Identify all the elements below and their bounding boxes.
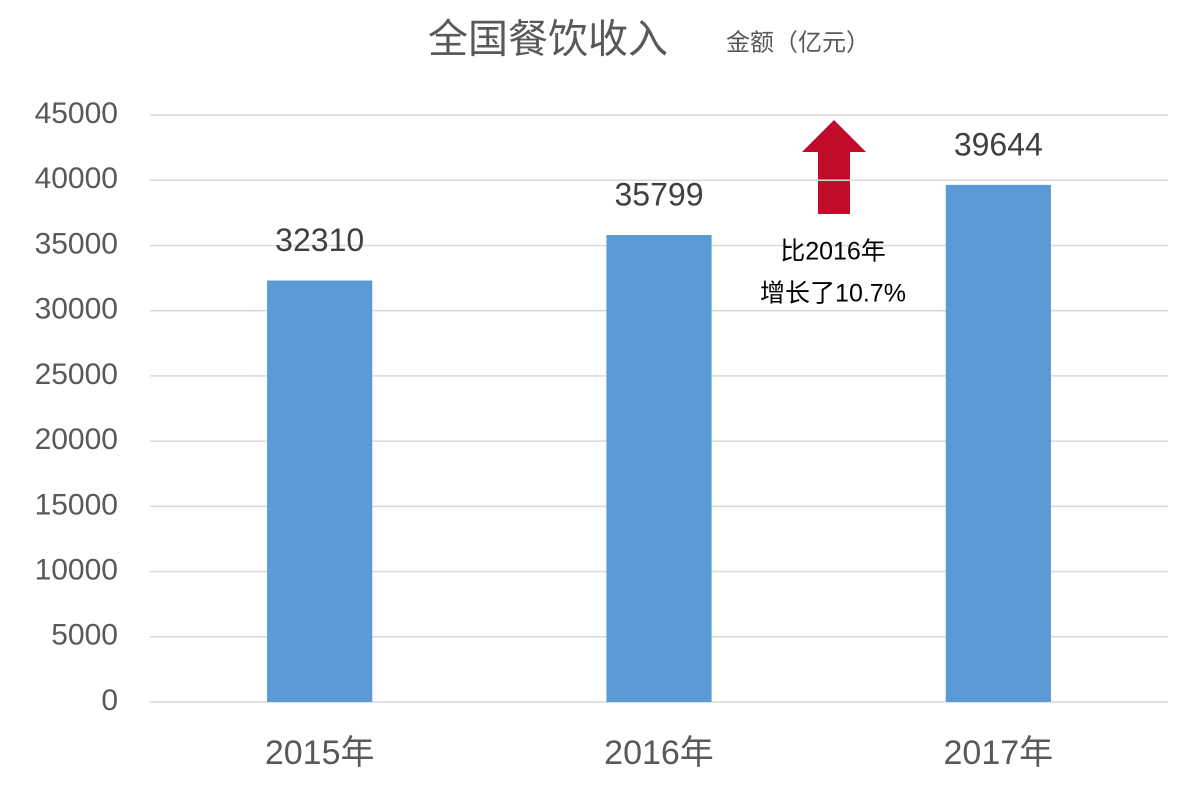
x-tick-label: 2017年 <box>944 734 1054 772</box>
y-tick-label: 35000 <box>35 227 118 260</box>
annotation: 增长了10.7% <box>760 280 906 308</box>
value-label: 32310 <box>275 222 364 258</box>
annotation: 比2016年 <box>780 238 886 266</box>
y-tick-label: 45000 <box>35 97 118 130</box>
value-label: 35799 <box>615 176 704 212</box>
y-tick-label: 0 <box>101 684 118 717</box>
chart-title: 全国餐饮收入 <box>428 18 668 62</box>
bar <box>945 184 1051 703</box>
x-tick-label: 2016年 <box>604 734 714 772</box>
x-tick-label: 2015年 <box>265 734 375 772</box>
y-tick-label: 20000 <box>35 423 118 456</box>
bar <box>606 235 712 703</box>
y-tick-label: 30000 <box>35 293 118 326</box>
y-tick-label: 5000 <box>51 619 118 652</box>
chart-subtitle: 金额（亿元） <box>726 29 870 56</box>
growth-arrow <box>802 120 866 214</box>
y-tick-label: 40000 <box>35 162 118 195</box>
y-tick-label: 25000 <box>35 358 118 391</box>
y-tick-label: 15000 <box>35 488 118 521</box>
arrow-shape <box>802 120 866 214</box>
bar <box>267 280 373 702</box>
value-label: 39644 <box>954 126 1043 162</box>
y-tick-label: 10000 <box>35 553 118 586</box>
